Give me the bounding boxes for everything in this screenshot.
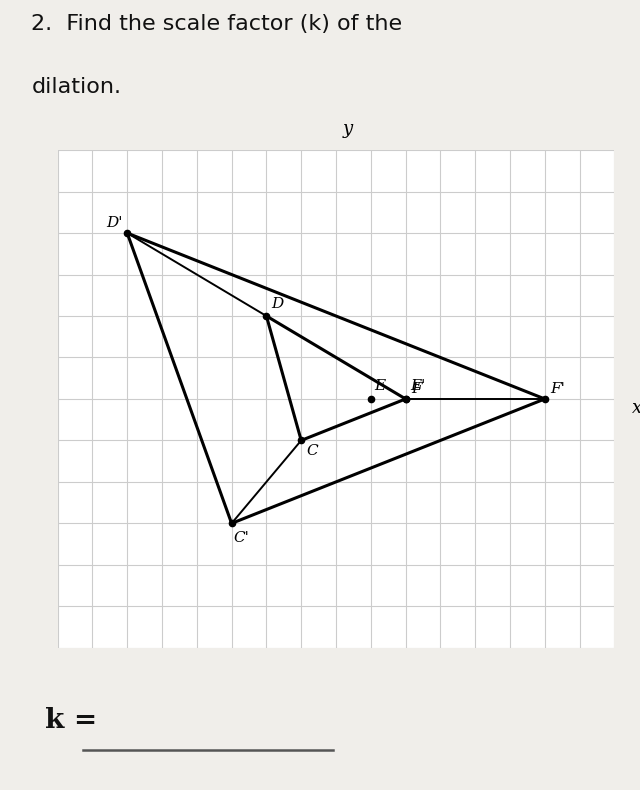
Text: dilation.: dilation. [31, 77, 122, 97]
Text: F: F [411, 382, 422, 396]
Text: E: E [374, 379, 385, 393]
Text: E': E' [410, 379, 425, 393]
Text: D: D [271, 297, 284, 310]
Text: C: C [307, 444, 318, 458]
Text: F': F' [550, 382, 565, 396]
Text: C': C' [234, 531, 249, 545]
Text: k =: k = [45, 707, 97, 734]
Text: x: x [632, 400, 640, 417]
Text: D': D' [106, 216, 123, 230]
Text: 2.  Find the scale factor (k) of the: 2. Find the scale factor (k) of the [31, 14, 403, 34]
Text: y: y [342, 119, 353, 137]
